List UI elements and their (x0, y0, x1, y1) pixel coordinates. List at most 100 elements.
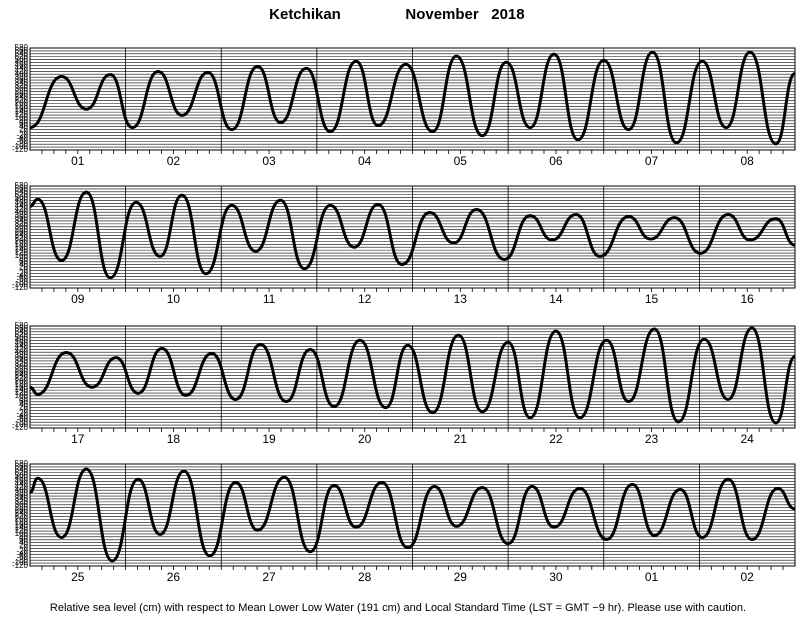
y-tick-label: 0 (24, 544, 29, 553)
day-label: 30 (549, 570, 563, 584)
y-tick-label: 220 (15, 374, 29, 383)
y-tick-label: 520 (15, 468, 29, 477)
y-tick-label: -20 (16, 547, 28, 556)
y-tick-label: 140 (15, 523, 29, 532)
y-tick-label: 540 (15, 49, 29, 58)
y-tick-label: 460 (15, 61, 29, 70)
y-tick-label: 500 (15, 471, 29, 480)
y-tick-label: -40 (16, 549, 28, 558)
y-tick-label: 500 (15, 193, 29, 202)
y-tick-label: 300 (15, 500, 29, 509)
y-tick-label: 340 (15, 216, 29, 225)
y-tick-label: 60 (19, 535, 28, 544)
y-tick-label: 440 (15, 202, 29, 211)
tide-line (29, 326, 796, 425)
day-label: 24 (741, 432, 755, 446)
y-tick-label: 420 (15, 204, 29, 213)
y-tick-label: 320 (15, 497, 29, 506)
day-label: 06 (549, 154, 563, 168)
y-tick-label: 160 (15, 242, 29, 251)
y-tick-label: -60 (16, 274, 28, 283)
y-tick-label: 240 (15, 231, 29, 240)
y-tick-label: 280 (15, 365, 29, 374)
y-tick-label: 540 (15, 187, 29, 196)
y-tick-label: 220 (15, 96, 29, 105)
y-tick-label: 240 (15, 93, 29, 102)
y-tick-label: -120 (12, 283, 29, 292)
y-tick-label: 360 (15, 213, 29, 222)
y-tick-label: 320 (15, 81, 29, 90)
y-tick-label: -120 (12, 561, 29, 570)
y-tick-label: 100 (15, 391, 29, 400)
y-tick-label: 480 (15, 196, 29, 205)
day-label: 26 (167, 570, 181, 584)
y-tick-label: 460 (15, 339, 29, 348)
y-tick-label: 40 (19, 538, 28, 547)
y-tick-label: -80 (16, 139, 28, 148)
y-tick-label: -40 (16, 411, 28, 420)
y-tick-label: -20 (16, 409, 28, 418)
y-tick-label: 160 (15, 382, 29, 391)
y-tick-label: 140 (15, 245, 29, 254)
y-tick-label: -100 (12, 558, 29, 567)
y-tick-label: 280 (15, 87, 29, 96)
y-tick-label: -20 (16, 131, 28, 140)
day-label: 19 (262, 432, 276, 446)
y-tick-label: 200 (15, 376, 29, 385)
y-tick-label: 420 (15, 482, 29, 491)
y-tick-label: 260 (15, 90, 29, 99)
day-label: 11 (263, 292, 276, 306)
y-tick-label: 340 (15, 78, 29, 87)
day-label: 13 (454, 292, 468, 306)
y-tick-label: 280 (15, 225, 29, 234)
y-tick-label: 180 (15, 101, 29, 110)
y-tick-label: 180 (15, 239, 29, 248)
y-tick-label: 260 (15, 228, 29, 237)
y-tick-label: 80 (19, 532, 28, 541)
y-tick-label: 500 (15, 55, 29, 64)
y-tick-label: -60 (16, 136, 28, 145)
y-tick-label: 580 (15, 321, 29, 330)
y-tick-label: 580 (15, 181, 29, 190)
y-tick-label: 380 (15, 210, 29, 219)
title: Ketchikan (269, 6, 341, 23)
y-tick-label: 360 (15, 75, 29, 84)
y-tick-label: 120 (15, 526, 29, 535)
day-label: 08 (741, 154, 755, 168)
y-tick-label: 240 (15, 371, 29, 380)
y-tick-label: 200 (15, 98, 29, 107)
footnote: Relative sea level (cm) with respect to … (50, 602, 746, 614)
y-tick-label: 460 (15, 477, 29, 486)
day-label: 14 (549, 292, 563, 306)
y-tick-label: -40 (16, 133, 28, 142)
y-tick-label: 200 (15, 236, 29, 245)
y-tick-label: 20 (19, 263, 28, 272)
y-tick-label: 80 (19, 116, 28, 125)
y-tick-label: 580 (15, 459, 29, 468)
y-tick-label: 20 (19, 541, 28, 550)
y-tick-label: 520 (15, 330, 29, 339)
y-tick-label: 320 (15, 359, 29, 368)
y-tick-label: 280 (15, 503, 29, 512)
day-label: 17 (71, 432, 85, 446)
day-label: 04 (358, 154, 372, 168)
y-tick-label: 40 (19, 400, 28, 409)
day-label: 16 (741, 292, 755, 306)
y-tick-label: 160 (15, 520, 29, 529)
y-tick-label: -120 (12, 145, 29, 154)
tide-line (29, 50, 797, 146)
day-label: 05 (454, 154, 468, 168)
y-tick-label: 480 (15, 474, 29, 483)
y-tick-label: 320 (15, 219, 29, 228)
y-tick-label: 220 (15, 234, 29, 243)
y-tick-label: 560 (15, 462, 29, 471)
y-tick-label: 520 (15, 190, 29, 199)
day-label: 02 (741, 570, 755, 584)
day-label: 21 (454, 432, 468, 446)
y-tick-label: 20 (19, 403, 28, 412)
y-tick-label: 0 (24, 128, 29, 137)
y-tick-label: -80 (16, 277, 28, 286)
y-tick-label: 340 (15, 356, 29, 365)
y-tick-label: 100 (15, 529, 29, 538)
y-tick-label: 60 (19, 397, 28, 406)
